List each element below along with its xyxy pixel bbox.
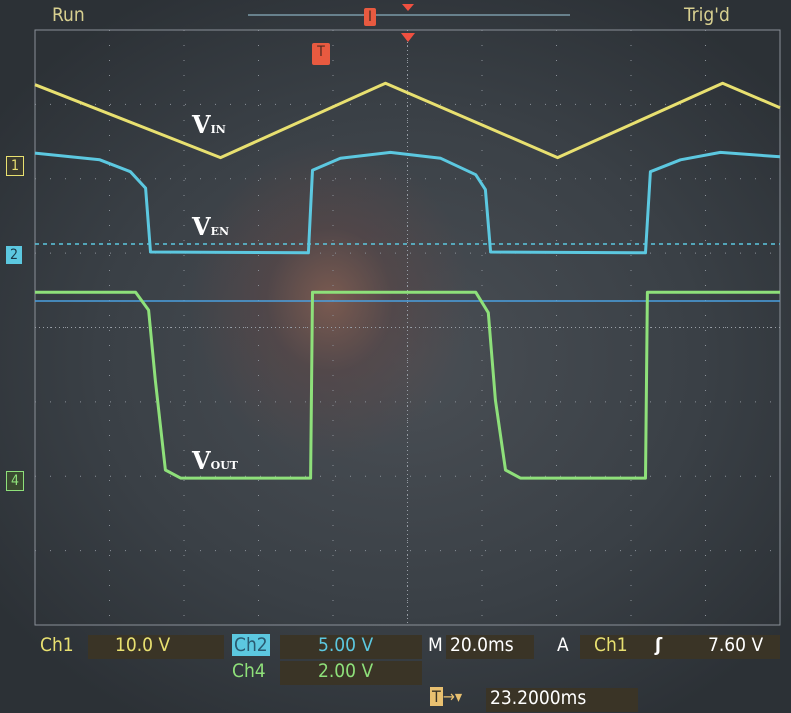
ch2-scale[interactable]: 5.00 V	[318, 634, 374, 656]
trigger-label: A	[557, 634, 569, 656]
trigger-position-top-icon	[402, 4, 414, 11]
view-marker-icon: I	[364, 8, 376, 26]
graticule	[34, 29, 781, 626]
ch1-ground-marker[interactable]: 1	[6, 156, 24, 176]
vout-label: VOUT	[192, 446, 238, 475]
ch2-ground-marker[interactable]: 2	[6, 246, 22, 264]
ch4-label[interactable]: Ch4	[232, 660, 266, 682]
trigger-position-icon	[401, 33, 415, 42]
ch2-trace	[34, 150, 781, 255]
trigger-offset[interactable]: 23.2000ms	[490, 687, 587, 709]
vin-label: VIN	[192, 110, 226, 139]
ch4-ground-marker[interactable]: 4	[6, 471, 24, 491]
ven-label: VEN	[192, 212, 230, 241]
trigger-point-marker: T	[312, 43, 330, 65]
trigger-arrow-icon: T →▾	[430, 687, 463, 706]
trigger-level[interactable]: 7.60 V	[708, 634, 764, 656]
trigger-source[interactable]: Ch1	[594, 634, 628, 656]
timebase-scale[interactable]: 20.0ms	[450, 634, 514, 656]
ch2-label[interactable]: Ch2	[232, 634, 270, 656]
timebase-label: M	[428, 634, 443, 656]
ch4-trace	[35, 290, 780, 480]
ch1-trace	[34, 81, 781, 160]
trigger-state: Trig'd	[684, 4, 730, 26]
ch1-label[interactable]: Ch1	[40, 634, 74, 656]
ch1-scale[interactable]: 10.0 V	[115, 634, 171, 656]
ch4-scale[interactable]: 2.00 V	[318, 660, 374, 682]
rising-edge-icon: ʃ	[655, 634, 663, 656]
run-status: Run	[52, 4, 85, 26]
